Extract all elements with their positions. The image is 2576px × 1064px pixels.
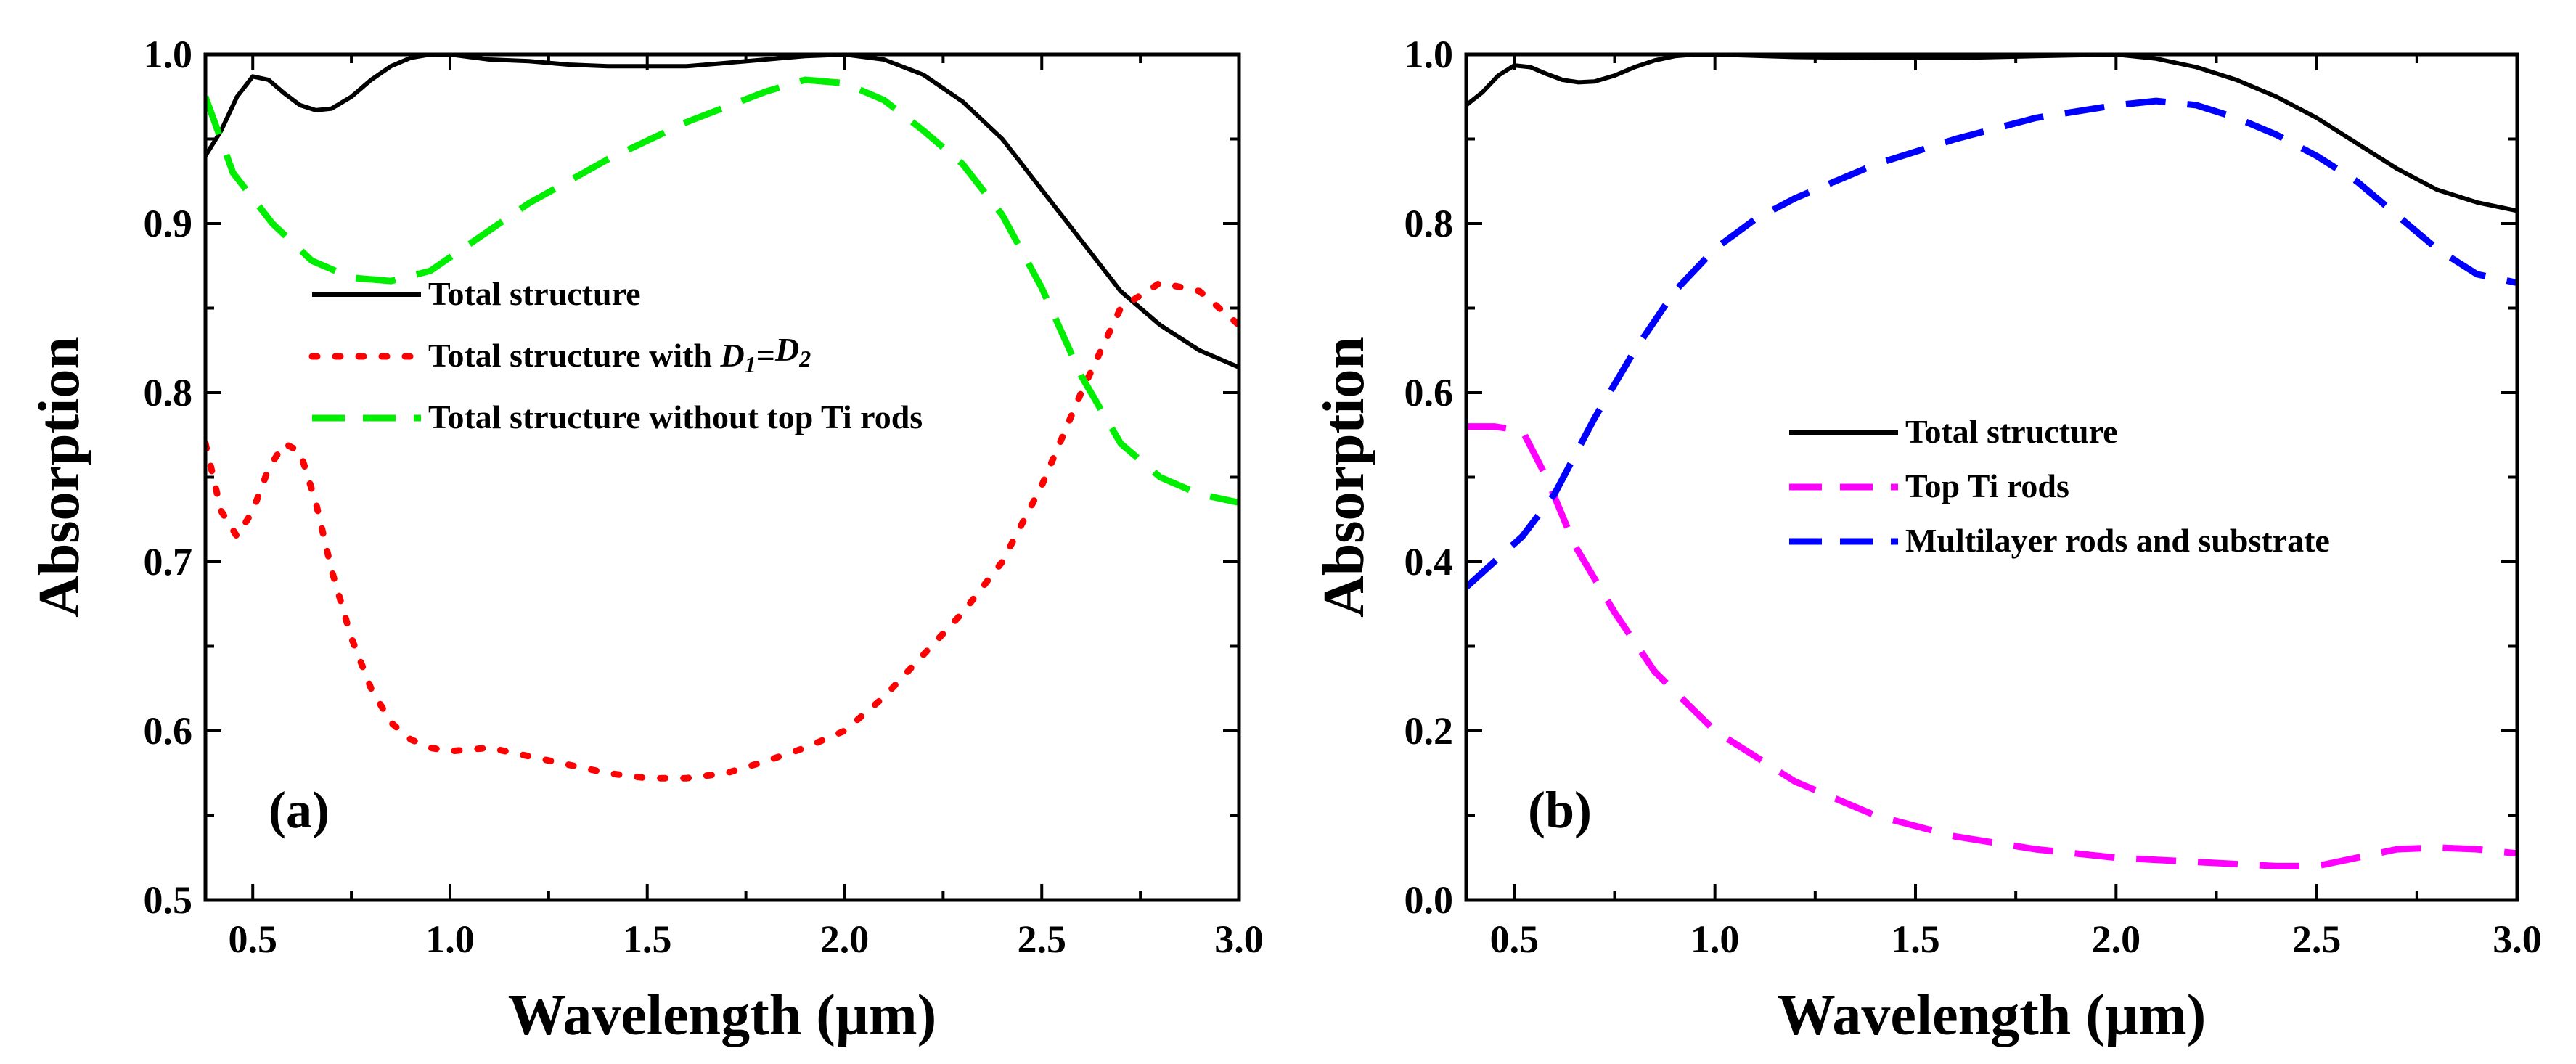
x-tick-label: 3.0 (1214, 917, 1264, 961)
legend-label-top-ti-rods: Top Ti rods (1905, 467, 2069, 504)
panel-b: 0.5 1.0 1.5 2.0 2.5 3.0 0.0 0.2 0.4 0.6 0.8 1.0 Wave… (1312, 33, 2542, 1047)
x-axis-title: Wavelength (µm) (1778, 983, 2206, 1047)
legend-label-total-structure: Total structure (1905, 413, 2118, 450)
panel-label: (b) (1528, 781, 1592, 839)
series-line-total-structure-with-d1-d2 (205, 279, 1239, 782)
y-tick-label: 0.7 (144, 540, 193, 584)
panel-a-legend: Total structure Total structure with D1=D… (308, 275, 923, 435)
x-tick-label: 2.5 (2292, 917, 2342, 961)
legend-label-multilayer-rods-and-substrate: Multilayer rods and substrate (1905, 522, 2330, 559)
panel-a-ticks (205, 53, 1240, 901)
legend-label-total-structure: Total structure (428, 275, 641, 312)
panel-b-legend: Total structure Top Ti rods Multilayer rod… (1789, 413, 2330, 559)
panel-a: 0.5 1.0 1.5 2.0 2.5 3.0 0.5 0.6 0.7 0.8 0.9 1.0 Wave… (28, 33, 1264, 1047)
panel-b-frame (1464, 52, 2519, 902)
x-tick-label: 2.0 (820, 917, 870, 961)
y-tick-label: 0.6 (1404, 371, 1454, 414)
x-tick-label: 1.0 (425, 917, 475, 961)
series-line-multilayer-rods-and-substrate (1466, 97, 2517, 590)
legend-label-total-structure-with-d1-d2: Total structure with D1=D2 (428, 331, 811, 377)
y-axis-title: Absorption (28, 337, 91, 618)
panel-label: (a) (269, 781, 330, 839)
y-tick-label: 1.0 (1404, 33, 1454, 76)
series-line-total-structure (205, 54, 1239, 369)
y-tick-label: 0.6 (144, 709, 193, 753)
y-tick-label: 0.8 (144, 371, 193, 414)
x-tick-label: 0.5 (1490, 917, 1540, 961)
y-tick-label: 0.9 (144, 202, 193, 245)
x-tick-label: 1.5 (1891, 917, 1940, 961)
panel-a-frame (203, 52, 1241, 902)
y-tick-label: 1.0 (144, 33, 193, 76)
y-tick-label: 0.5 (144, 878, 193, 922)
x-axis-title: Wavelength (µm) (508, 983, 936, 1047)
series-line-top-ti-rods (1466, 423, 2517, 869)
y-tick-label: 0.8 (1404, 202, 1454, 245)
x-tick-label: 0.5 (228, 917, 277, 961)
panel-a-series (205, 54, 1239, 782)
x-tick-label: 1.0 (1690, 917, 1740, 961)
y-axis-title: Absorption (1312, 337, 1376, 618)
x-tick-label: 2.0 (2092, 917, 2141, 961)
x-tick-label: 1.5 (623, 917, 672, 961)
y-tick-label: 0.2 (1404, 709, 1454, 753)
y-tick-label: 0.4 (1404, 540, 1454, 584)
x-tick-label: 2.5 (1017, 917, 1066, 961)
legend-label-total-structure-without-top-ti-rods: Total structure without top Ti rods (428, 398, 923, 435)
series-line-total-structure-without-top-ti-rods (205, 76, 1239, 506)
panel-b-series (1466, 54, 2517, 869)
x-tick-label: 3.0 (2493, 917, 2542, 961)
y-tick-label: 0.0 (1404, 878, 1454, 922)
